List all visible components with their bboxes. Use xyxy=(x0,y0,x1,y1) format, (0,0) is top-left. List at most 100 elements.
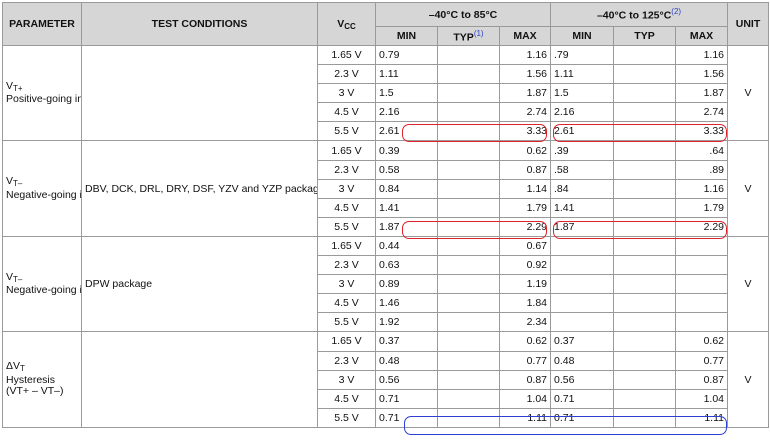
table-row: 3 V 1.5 1.87 1.5 1.87 xyxy=(3,83,769,104)
vcc-cell: 2.3 V xyxy=(317,159,376,180)
vcc-cell: 4.5 V xyxy=(317,102,376,123)
max-125-cell: 0.77 xyxy=(674,350,729,371)
typ-85-cell xyxy=(437,197,500,218)
footnote-1-link[interactable]: (1) xyxy=(473,28,484,38)
max-125-cell: 1.79 xyxy=(674,197,729,218)
table-row: 3 V 0.56 0.87 0.56 0.87 xyxy=(3,369,769,390)
max-85-cell: 2.34 xyxy=(499,312,551,333)
max-85-cell: 1.04 xyxy=(499,388,551,409)
typ-125-cell xyxy=(613,121,676,142)
header-unit: UNIT xyxy=(727,2,770,46)
min-85-cell: 0.71 xyxy=(375,407,438,428)
vcc-cell: 4.5 V xyxy=(317,293,376,314)
min-125-cell: 2.16 xyxy=(550,102,614,123)
vcc-cell: 5.5 V xyxy=(317,312,376,333)
typ-125-cell xyxy=(613,178,676,199)
max-125-cell: 1.16 xyxy=(674,178,729,199)
typ-85-cell xyxy=(437,293,500,314)
typ-85-cell xyxy=(437,407,500,428)
min-125-cell xyxy=(550,274,614,295)
vcc-cell: 4.5 V xyxy=(317,388,376,409)
max-125-cell: 1.11 xyxy=(674,407,729,428)
min-125-cell: 1.41 xyxy=(550,197,614,218)
min-125-cell: 0.71 xyxy=(550,388,614,409)
vcc-cell: 5.5 V xyxy=(317,216,376,237)
min-125-cell: 0.48 xyxy=(550,350,614,371)
typ-125-cell xyxy=(613,83,676,104)
min-85-cell: 0.58 xyxy=(375,159,438,180)
max-85-cell: 0.87 xyxy=(499,159,551,180)
min-85-cell: 1.87 xyxy=(375,216,438,237)
max-125-cell: .89 xyxy=(674,159,729,180)
max-125-cell: 0.62 xyxy=(674,331,729,352)
unit-cell: V xyxy=(727,235,770,333)
min-85-cell: 0.63 xyxy=(375,255,438,276)
footnote-2-link[interactable]: (2) xyxy=(671,7,682,17)
typ-85-cell xyxy=(437,388,500,409)
parameter-cell: VT–Negative-going input threshold voltag… xyxy=(2,140,82,237)
table-row: ΔVT Hysteresis (VT+ – VT–) 1.65 V 0.37 0.62 0.… xyxy=(2,331,770,428)
typ-85-cell xyxy=(437,64,500,85)
typ-85-cell xyxy=(437,44,500,66)
max-125-cell: .64 xyxy=(674,140,729,161)
min-125-cell xyxy=(550,235,614,257)
max-85-cell: 0.62 xyxy=(499,331,551,352)
typ-125-cell xyxy=(613,102,676,123)
min-125-cell: .39 xyxy=(550,140,614,161)
vcc-cell: 3 V xyxy=(317,274,376,295)
max-85-cell: 1.56 xyxy=(499,64,551,85)
table-row: 5.5 V 2.61 3.33 2.61 3.33 xyxy=(3,121,769,142)
typ-125-cell xyxy=(613,369,676,390)
max-125-cell: 2.74 xyxy=(674,102,729,123)
max-85-cell: 0.87 xyxy=(499,369,551,390)
vcc-cell: 2.3 V xyxy=(317,255,376,276)
max-85-cell: 1.79 xyxy=(499,197,551,218)
test-condition-cell xyxy=(81,44,318,142)
max-85-cell: 1.14 xyxy=(499,178,551,199)
typ-125-cell xyxy=(613,64,676,85)
typ-85-cell xyxy=(437,350,500,371)
header-test-conditions: TEST CONDITIONS xyxy=(81,2,318,46)
typ-125-cell xyxy=(613,407,676,428)
min-125-cell: 1.5 xyxy=(550,83,614,104)
min-85-cell: 0.56 xyxy=(375,369,438,390)
min-85-cell: 1.92 xyxy=(375,312,438,333)
unit-cell: V xyxy=(727,331,770,428)
vcc-cell: 5.5 V xyxy=(317,407,376,428)
typ-125-cell xyxy=(613,350,676,371)
max-125-cell xyxy=(674,255,729,276)
vcc-cell: 3 V xyxy=(317,369,376,390)
table-row: 2.3 V 1.11 1.56 1.11 1.56 xyxy=(3,64,769,85)
min-85-cell: 0.39 xyxy=(375,140,438,161)
table-row: 2.3 V 0.58 0.87.58 .89 xyxy=(3,159,769,180)
vcc-cell: 5.5 V xyxy=(317,121,376,142)
parameter-cell: VT+Positive-going input threshold voltag… xyxy=(2,44,82,142)
min-125-cell: .84 xyxy=(550,178,614,199)
max-85-cell: 1.16 xyxy=(499,44,551,66)
max-125-cell: 1.04 xyxy=(674,388,729,409)
unit-cell: V xyxy=(727,44,770,142)
max-85-cell: 0.67 xyxy=(499,235,551,257)
min-85-cell: 0.37 xyxy=(375,331,438,352)
parameter-cell: ΔVT Hysteresis (VT+ – VT–) xyxy=(2,331,82,428)
min-125-cell xyxy=(550,293,614,314)
typ-85-cell xyxy=(437,140,500,161)
typ-85-cell xyxy=(437,274,500,295)
unit-cell: V xyxy=(727,140,770,237)
min-125-cell xyxy=(550,255,614,276)
vcc-cell: 3 V xyxy=(317,178,376,199)
table-row: 4.5 V 1.41 1.79 1.41 1.79 xyxy=(3,197,769,218)
min-85-cell: 2.61 xyxy=(375,121,438,142)
table-row: 4.5 V 2.16 2.74 2.16 2.74 xyxy=(3,102,769,123)
min-125-cell: .58 xyxy=(550,159,614,180)
typ-125-cell xyxy=(613,274,676,295)
min-85-cell: 0.84 xyxy=(375,178,438,199)
max-125-cell: 0.87 xyxy=(674,369,729,390)
typ-125-cell xyxy=(613,44,676,66)
max-125-cell: 3.33 xyxy=(674,121,729,142)
min-125-cell: 0.71 xyxy=(550,407,614,428)
max-85-cell: 2.74 xyxy=(499,102,551,123)
max-85-cell: 0.62 xyxy=(499,140,551,161)
min-85-cell: 0.79 xyxy=(375,44,438,66)
min-125-cell xyxy=(550,312,614,333)
